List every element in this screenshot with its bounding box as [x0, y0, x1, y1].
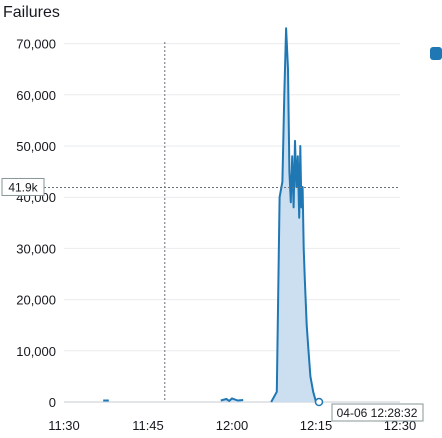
y-tick-label: 30,000: [16, 241, 56, 256]
x-tick-label: 11:45: [132, 418, 164, 433]
y-tick-label: 20,000: [16, 293, 56, 308]
crosshair-time-label: 04-06 12:28:32: [337, 406, 418, 420]
hover-point-marker[interactable]: [314, 397, 324, 407]
x-tick-label: 12:30: [384, 418, 417, 433]
x-tick-label: 12:15: [300, 418, 333, 433]
series-line[interactable]: [220, 397, 244, 402]
y-tick-label: 0: [49, 395, 56, 410]
y-tick-label: 50,000: [16, 139, 56, 154]
legend-swatch[interactable]: [430, 47, 442, 60]
x-tick-label: 11:30: [48, 418, 80, 433]
crosshair-value-label: 41.9k: [8, 180, 38, 194]
x-tick-label: 12:00: [216, 418, 249, 433]
chart-title: Failures: [3, 4, 60, 21]
y-tick-label: 70,000: [16, 37, 56, 52]
series-line[interactable]: [270, 27, 319, 403]
series-area: [271, 28, 319, 402]
crosshair-value-box: [1, 177, 45, 196]
y-tick-label: 60,000: [16, 88, 56, 103]
y-tick-label: 10,000: [16, 344, 56, 359]
crosshair-time-box: [331, 403, 424, 422]
